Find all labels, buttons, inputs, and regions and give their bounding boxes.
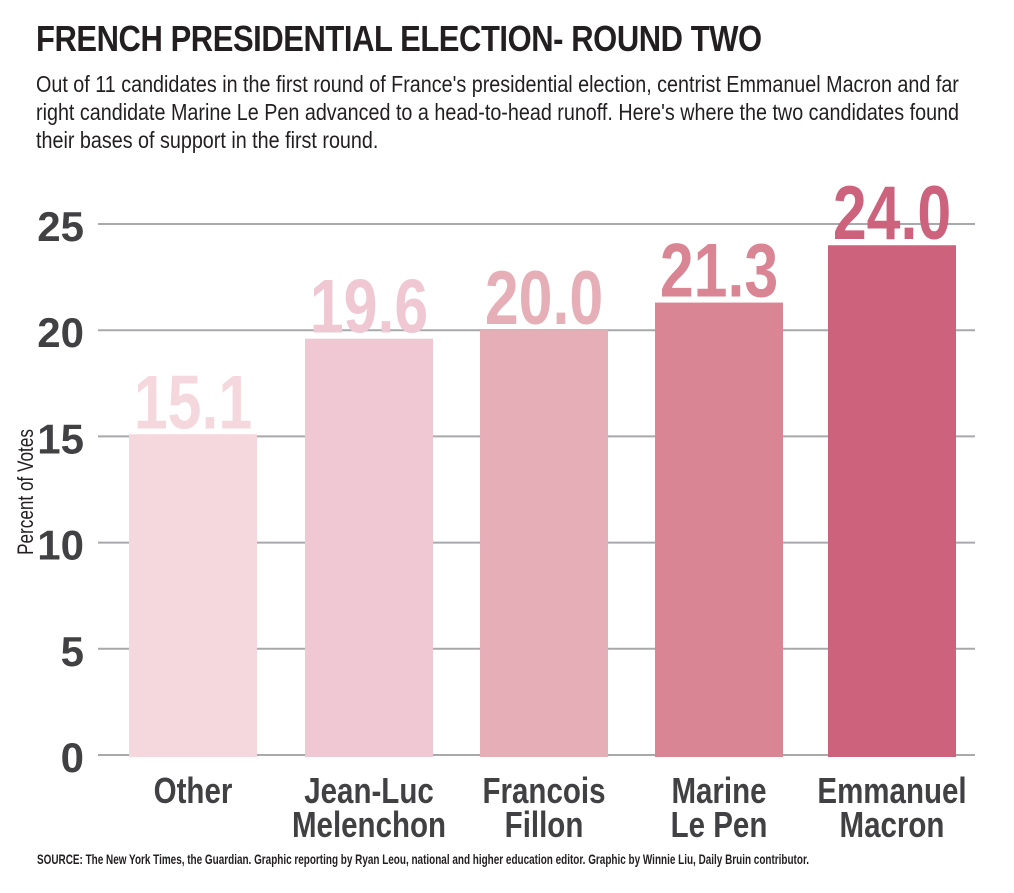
value-labels: 15.1 19.6 20.0 21.3 24.0 bbox=[134, 171, 951, 445]
y-tick-label: 10 bbox=[37, 522, 84, 569]
y-tick-label: 15 bbox=[37, 415, 84, 462]
x-tick-label: Le Pen bbox=[671, 804, 768, 844]
bar-value-label: 21.3 bbox=[660, 228, 778, 313]
y-tick-label: 0 bbox=[61, 734, 84, 781]
bar bbox=[129, 434, 257, 757]
y-tick-label: 20 bbox=[37, 309, 84, 356]
chart-title: FRENCH PRESIDENTIAL ELECTION- ROUND TWO bbox=[36, 18, 762, 59]
chart-subtitle: Out of 11 candidates in the first round … bbox=[36, 71, 960, 153]
y-axis-ticks: 0 5 10 15 20 25 bbox=[37, 203, 84, 781]
bar bbox=[305, 338, 433, 757]
bar-value-label: 24.0 bbox=[833, 171, 951, 256]
bars bbox=[129, 245, 956, 758]
bar-value-label: 20.0 bbox=[485, 256, 603, 341]
bar bbox=[828, 245, 956, 758]
bar-value-label: 19.6 bbox=[310, 264, 428, 349]
x-tick-label: Melenchon bbox=[292, 804, 446, 844]
x-tick-label: Marine bbox=[671, 770, 766, 810]
bar-value-label: 15.1 bbox=[134, 360, 252, 445]
x-tick-label: Emmanuel bbox=[817, 770, 966, 810]
y-tick-label: 25 bbox=[37, 203, 84, 250]
bar bbox=[655, 302, 783, 757]
y-tick-label: 5 bbox=[61, 628, 84, 675]
x-tick-label: Jean-Luc bbox=[304, 770, 434, 810]
y-axis-label: Percent of Votes bbox=[14, 429, 39, 555]
x-tick-label: Francois bbox=[483, 770, 606, 810]
bar bbox=[480, 330, 608, 757]
x-tick-label: Macron bbox=[840, 804, 945, 844]
x-tick-label: Fillon bbox=[505, 804, 584, 844]
x-tick-label: Other bbox=[154, 770, 233, 810]
source-note: SOURCE: The New York Times, the Guardian… bbox=[37, 851, 810, 867]
